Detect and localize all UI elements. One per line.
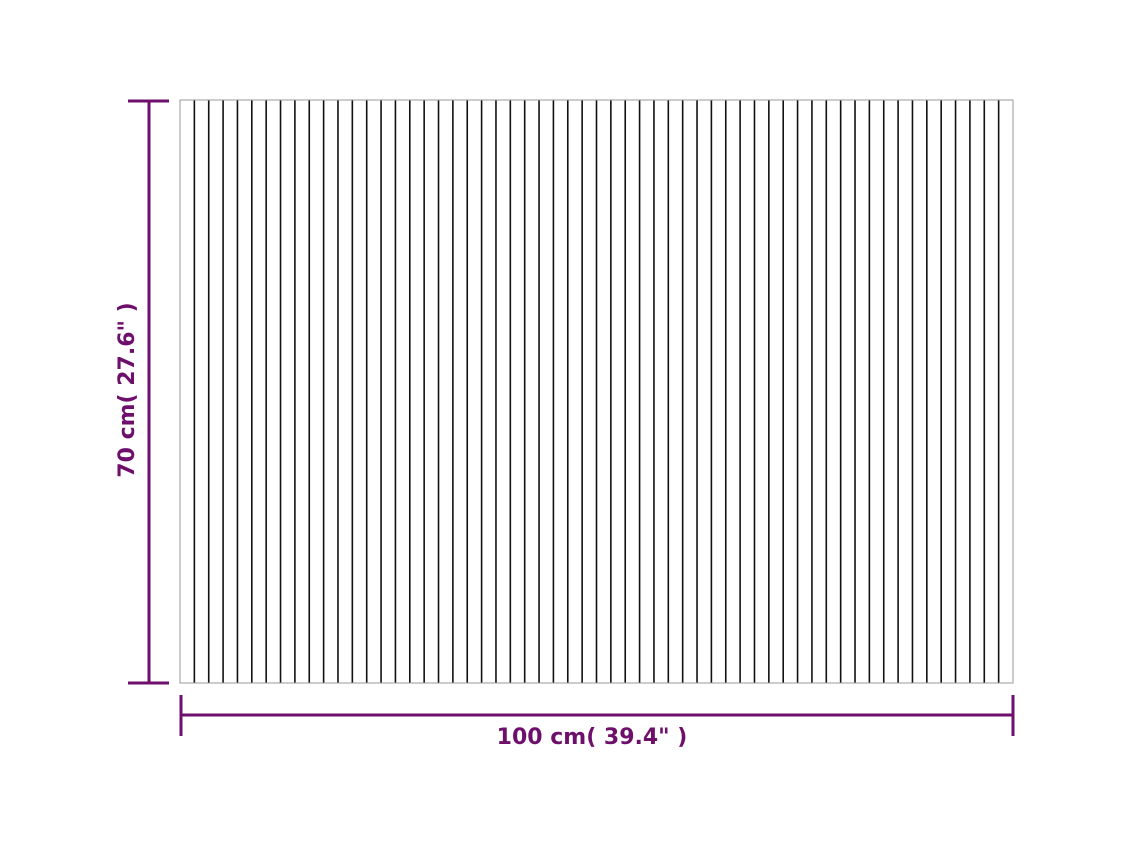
width-dimension xyxy=(179,695,1015,736)
width-label: 100 cm( 39.4" ) xyxy=(497,725,688,750)
mat-outline xyxy=(179,99,1014,684)
height-dimension xyxy=(128,99,169,685)
mat-slats xyxy=(193,100,1000,683)
height-label: 70 cm( 27.6" ) xyxy=(115,302,140,477)
